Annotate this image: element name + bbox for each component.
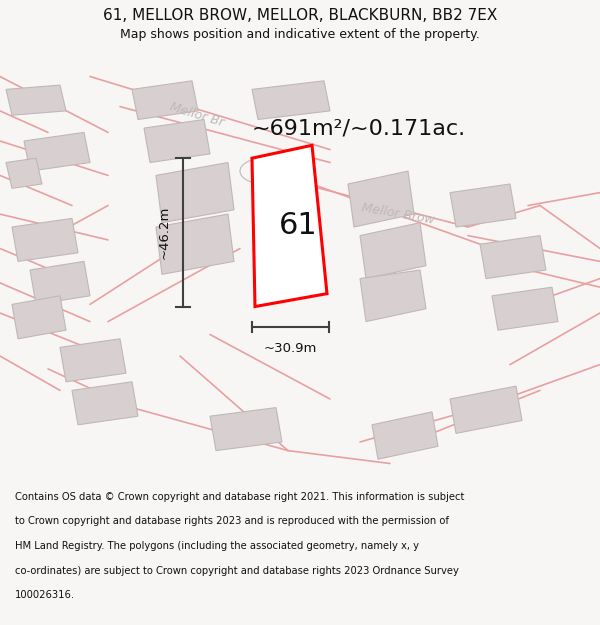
Text: ~30.9m: ~30.9m <box>264 342 317 355</box>
Polygon shape <box>60 339 126 382</box>
Polygon shape <box>360 222 426 279</box>
Polygon shape <box>24 132 90 171</box>
Text: Map shows position and indicative extent of the property.: Map shows position and indicative extent… <box>120 28 480 41</box>
Polygon shape <box>30 261 90 304</box>
Polygon shape <box>252 81 330 119</box>
Polygon shape <box>144 119 210 162</box>
Polygon shape <box>348 171 414 227</box>
Text: to Crown copyright and database rights 2023 and is reproduced with the permissio: to Crown copyright and database rights 2… <box>15 516 449 526</box>
Text: 61, MELLOR BROW, MELLOR, BLACKBURN, BB2 7EX: 61, MELLOR BROW, MELLOR, BLACKBURN, BB2 … <box>103 8 497 23</box>
Polygon shape <box>450 386 522 433</box>
Polygon shape <box>156 162 234 222</box>
Polygon shape <box>12 296 66 339</box>
Polygon shape <box>72 382 138 425</box>
Polygon shape <box>132 81 198 119</box>
Polygon shape <box>450 184 516 227</box>
Polygon shape <box>372 412 438 459</box>
Polygon shape <box>210 408 282 451</box>
Text: ~691m²/~0.171ac.: ~691m²/~0.171ac. <box>252 118 466 138</box>
Text: co-ordinates) are subject to Crown copyright and database rights 2023 Ordnance S: co-ordinates) are subject to Crown copyr… <box>15 566 459 576</box>
Polygon shape <box>6 85 66 115</box>
Polygon shape <box>492 288 558 330</box>
Polygon shape <box>156 214 234 274</box>
Polygon shape <box>360 270 426 322</box>
Text: Contains OS data © Crown copyright and database right 2021. This information is : Contains OS data © Crown copyright and d… <box>15 492 464 502</box>
Polygon shape <box>480 236 546 279</box>
Polygon shape <box>12 218 78 261</box>
Polygon shape <box>6 158 42 188</box>
Ellipse shape <box>240 158 288 184</box>
Text: 61: 61 <box>279 211 318 241</box>
Polygon shape <box>252 145 327 306</box>
Text: HM Land Registry. The polygons (including the associated geometry, namely x, y: HM Land Registry. The polygons (includin… <box>15 541 419 551</box>
Text: Mellor Brow: Mellor Brow <box>360 201 435 227</box>
Text: Mellor Br: Mellor Br <box>168 101 226 129</box>
Text: ~46.2m: ~46.2m <box>158 206 171 259</box>
Text: 100026316.: 100026316. <box>15 590 75 600</box>
